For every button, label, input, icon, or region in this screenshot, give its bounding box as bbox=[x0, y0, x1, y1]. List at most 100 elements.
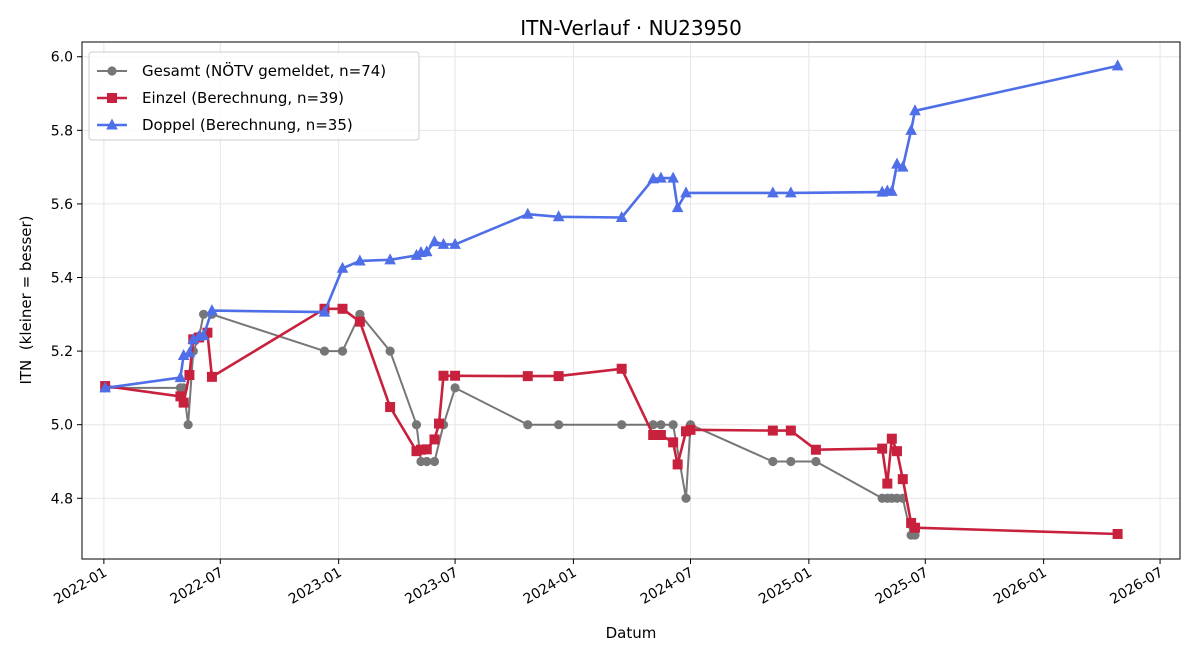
data-point bbox=[671, 201, 684, 213]
x-axis-ticks: 2022-01 2022-07 2023-01 2023-07 2024-01 2024-… bbox=[51, 559, 1166, 608]
data-point bbox=[891, 446, 902, 457]
x-tick-label: 2025-01 bbox=[756, 565, 815, 608]
y-tick-label: 5.2 bbox=[51, 344, 73, 360]
data-point bbox=[1111, 59, 1124, 71]
data-point bbox=[197, 329, 210, 341]
legend-label: Einzel (Berechnung, n=39) bbox=[142, 89, 344, 107]
data-point bbox=[319, 346, 330, 356]
data-point bbox=[206, 371, 217, 382]
data-point bbox=[909, 522, 920, 533]
data-point bbox=[909, 104, 921, 116]
data-point bbox=[886, 184, 898, 196]
data-point bbox=[672, 459, 683, 470]
chart-title: ITN-Verlauf · NU23950 bbox=[520, 16, 742, 40]
y-axis-label: ITN (kleiner = besser) bbox=[17, 215, 35, 384]
data-point bbox=[422, 456, 432, 467]
data-point bbox=[648, 420, 658, 430]
x-tick-label: 2026-01 bbox=[991, 565, 1050, 608]
data-point bbox=[354, 316, 365, 327]
data-point bbox=[786, 456, 796, 467]
data-point bbox=[811, 456, 821, 467]
legend-marker bbox=[107, 66, 117, 76]
y-tick-label: 4.8 bbox=[51, 491, 73, 507]
data-point bbox=[384, 253, 396, 265]
series-triangle bbox=[99, 59, 1124, 393]
data-point bbox=[554, 420, 564, 430]
y-tick-label: 5.4 bbox=[51, 271, 73, 287]
data-point bbox=[99, 381, 111, 393]
series-square bbox=[100, 303, 1123, 539]
data-point bbox=[355, 309, 365, 319]
data-point bbox=[385, 346, 395, 356]
data-point bbox=[615, 211, 628, 223]
data-point bbox=[891, 157, 903, 169]
legend-label: Doppel (Berechnung, n=35) bbox=[142, 116, 353, 134]
data-point bbox=[897, 474, 908, 485]
data-point bbox=[354, 254, 366, 266]
data-point bbox=[429, 456, 440, 467]
data-point bbox=[886, 433, 897, 444]
data-point bbox=[428, 235, 441, 247]
data-point bbox=[810, 444, 821, 455]
data-point bbox=[552, 210, 565, 222]
data-point bbox=[385, 402, 396, 413]
legend-entry bbox=[97, 93, 127, 103]
data-point bbox=[668, 437, 679, 448]
data-point bbox=[438, 370, 449, 381]
data-point bbox=[450, 383, 460, 393]
data-point bbox=[522, 371, 533, 382]
data-point bbox=[410, 248, 423, 260]
legend-marker bbox=[107, 93, 117, 103]
data-point bbox=[187, 332, 200, 344]
x-axis-label: Datum bbox=[606, 624, 657, 642]
data-point bbox=[647, 172, 659, 184]
data-point bbox=[1112, 528, 1123, 539]
data-point bbox=[767, 425, 778, 436]
data-point bbox=[905, 123, 917, 135]
data-point bbox=[202, 327, 213, 338]
data-point bbox=[896, 160, 909, 172]
data-point bbox=[616, 363, 627, 374]
legend-entry bbox=[97, 66, 127, 76]
legend-marker bbox=[106, 118, 118, 130]
x-tick-label: 2026-07 bbox=[1107, 565, 1166, 608]
data-point bbox=[183, 346, 196, 358]
data-point bbox=[437, 237, 450, 249]
data-point bbox=[198, 309, 209, 319]
data-point bbox=[785, 186, 797, 198]
data-point bbox=[450, 370, 461, 381]
data-point bbox=[668, 420, 678, 430]
y-tick-label: 5.0 bbox=[51, 418, 73, 434]
x-tick-label: 2022-01 bbox=[51, 565, 110, 608]
data-point bbox=[648, 429, 659, 440]
grid-lines bbox=[82, 42, 1180, 559]
x-tick-label: 2022-07 bbox=[168, 565, 227, 608]
x-tick-label: 2024-01 bbox=[521, 565, 580, 608]
data-point bbox=[337, 346, 348, 356]
series-line bbox=[105, 307, 1118, 536]
x-tick-label: 2025-07 bbox=[873, 565, 932, 608]
data-point bbox=[318, 305, 331, 317]
y-tick-label: 5.6 bbox=[51, 197, 73, 213]
data-point bbox=[655, 171, 667, 183]
data-point bbox=[656, 420, 666, 430]
data-point bbox=[785, 425, 796, 436]
data-point bbox=[617, 420, 627, 430]
data-point bbox=[184, 370, 195, 381]
data-point bbox=[655, 429, 666, 440]
data-point bbox=[910, 530, 920, 540]
data-point bbox=[174, 371, 187, 383]
legend-entry bbox=[97, 118, 127, 130]
data-point bbox=[336, 261, 349, 273]
data-point bbox=[521, 207, 534, 219]
legend-box bbox=[88, 51, 420, 141]
x-tick-label: 2023-01 bbox=[286, 565, 345, 608]
x-tick-label: 2024-07 bbox=[638, 565, 697, 608]
plot-frame bbox=[81, 41, 1181, 560]
data-point bbox=[183, 420, 193, 430]
data-point bbox=[175, 391, 186, 402]
data-point bbox=[411, 420, 422, 430]
data-point bbox=[685, 424, 696, 435]
legend: Gesamt (NÖTV gemeldet, n=74) Einzel (Bere… bbox=[88, 51, 420, 141]
